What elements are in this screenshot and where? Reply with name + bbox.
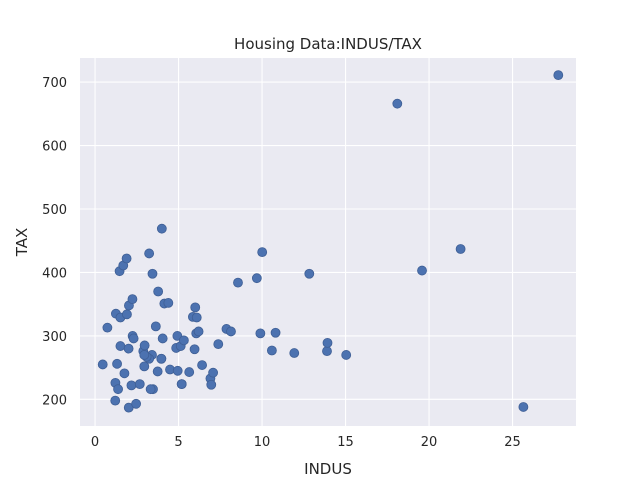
- x-axis-label: INDUS: [304, 460, 352, 478]
- data-point-21: [131, 398, 142, 409]
- y-tick-label-0: 200: [42, 393, 67, 408]
- x-tick-labels: 0 5 10 15 20 25: [91, 435, 521, 450]
- data-point-1: [102, 322, 113, 333]
- data-point-55: [208, 367, 219, 378]
- data-point-79: [156, 353, 167, 364]
- data-point-64: [270, 327, 281, 338]
- data-point-31: [145, 384, 156, 395]
- data-point-56: [213, 339, 224, 350]
- data-point-73: [518, 402, 529, 412]
- data-point-80: [176, 379, 187, 390]
- data-point-34: [153, 286, 164, 297]
- y-tick-labels: 200 300 400 500 600 700: [42, 76, 67, 408]
- data-point-62: [257, 247, 268, 258]
- data-point-25: [144, 248, 155, 259]
- data-point-14: [123, 343, 134, 354]
- data-point-60: [251, 273, 262, 284]
- chart-title: Housing Data:INDUS/TAX: [234, 35, 422, 53]
- data-point-17: [126, 380, 137, 391]
- data-point-59: [233, 277, 243, 288]
- x-tick-label-0: 0: [91, 435, 99, 450]
- y-tick-label-1: 300: [42, 330, 67, 345]
- y-tick-label-4: 600: [42, 140, 67, 155]
- data-point-74: [553, 70, 564, 81]
- data-point-22: [134, 379, 145, 390]
- plot-area: [80, 58, 576, 426]
- data-point-70: [392, 98, 403, 109]
- data-point-48: [189, 344, 200, 355]
- data-point-50: [191, 312, 202, 323]
- data-point-71: [417, 265, 427, 276]
- data-point-65: [289, 348, 300, 358]
- data-point-72: [455, 244, 466, 254]
- data-point-61: [255, 328, 266, 339]
- data-point-54: [206, 379, 217, 390]
- data-point-45: [178, 335, 189, 346]
- x-tick-label-5: 25: [504, 435, 521, 450]
- data-point-37: [156, 223, 167, 234]
- data-point-27: [147, 268, 158, 279]
- y-axis-label: TAX: [13, 228, 31, 258]
- data-point-5: [112, 358, 122, 369]
- data-point-0: [97, 359, 108, 370]
- data-point-69: [341, 350, 352, 360]
- data-point-12: [121, 253, 132, 264]
- data-point-2: [110, 395, 121, 406]
- data-point-67: [322, 346, 332, 357]
- data-point-78: [172, 365, 183, 376]
- data-point-6: [113, 384, 123, 395]
- data-point-63: [266, 345, 277, 356]
- data-point-11: [119, 368, 130, 379]
- x-tick-label-3: 15: [337, 435, 354, 450]
- data-point-33: [152, 366, 163, 377]
- y-tick-label-2: 400: [42, 266, 67, 281]
- data-points: [97, 70, 564, 413]
- data-point-77: [190, 302, 201, 313]
- data-point-46: [184, 367, 195, 377]
- data-point-24: [139, 340, 150, 351]
- x-tick-label-4: 20: [421, 435, 438, 450]
- data-point-51: [193, 326, 204, 337]
- data-point-39: [163, 298, 174, 308]
- x-tick-label-2: 10: [254, 435, 271, 450]
- data-point-68: [322, 337, 333, 348]
- data-point-76: [139, 350, 150, 360]
- data-point-36: [157, 333, 168, 344]
- data-point-58: [226, 326, 236, 337]
- data-point-20: [128, 333, 139, 344]
- data-point-32: [150, 321, 161, 332]
- data-point-66: [304, 268, 315, 279]
- data-point-13: [122, 309, 132, 320]
- data-point-30: [139, 361, 150, 372]
- data-point-52: [197, 360, 207, 370]
- data-point-18: [127, 294, 138, 305]
- y-tick-label-5: 700: [42, 76, 67, 91]
- data-point-8: [115, 341, 126, 351]
- y-tick-label-3: 500: [42, 203, 67, 218]
- x-tick-label-1: 5: [174, 435, 182, 450]
